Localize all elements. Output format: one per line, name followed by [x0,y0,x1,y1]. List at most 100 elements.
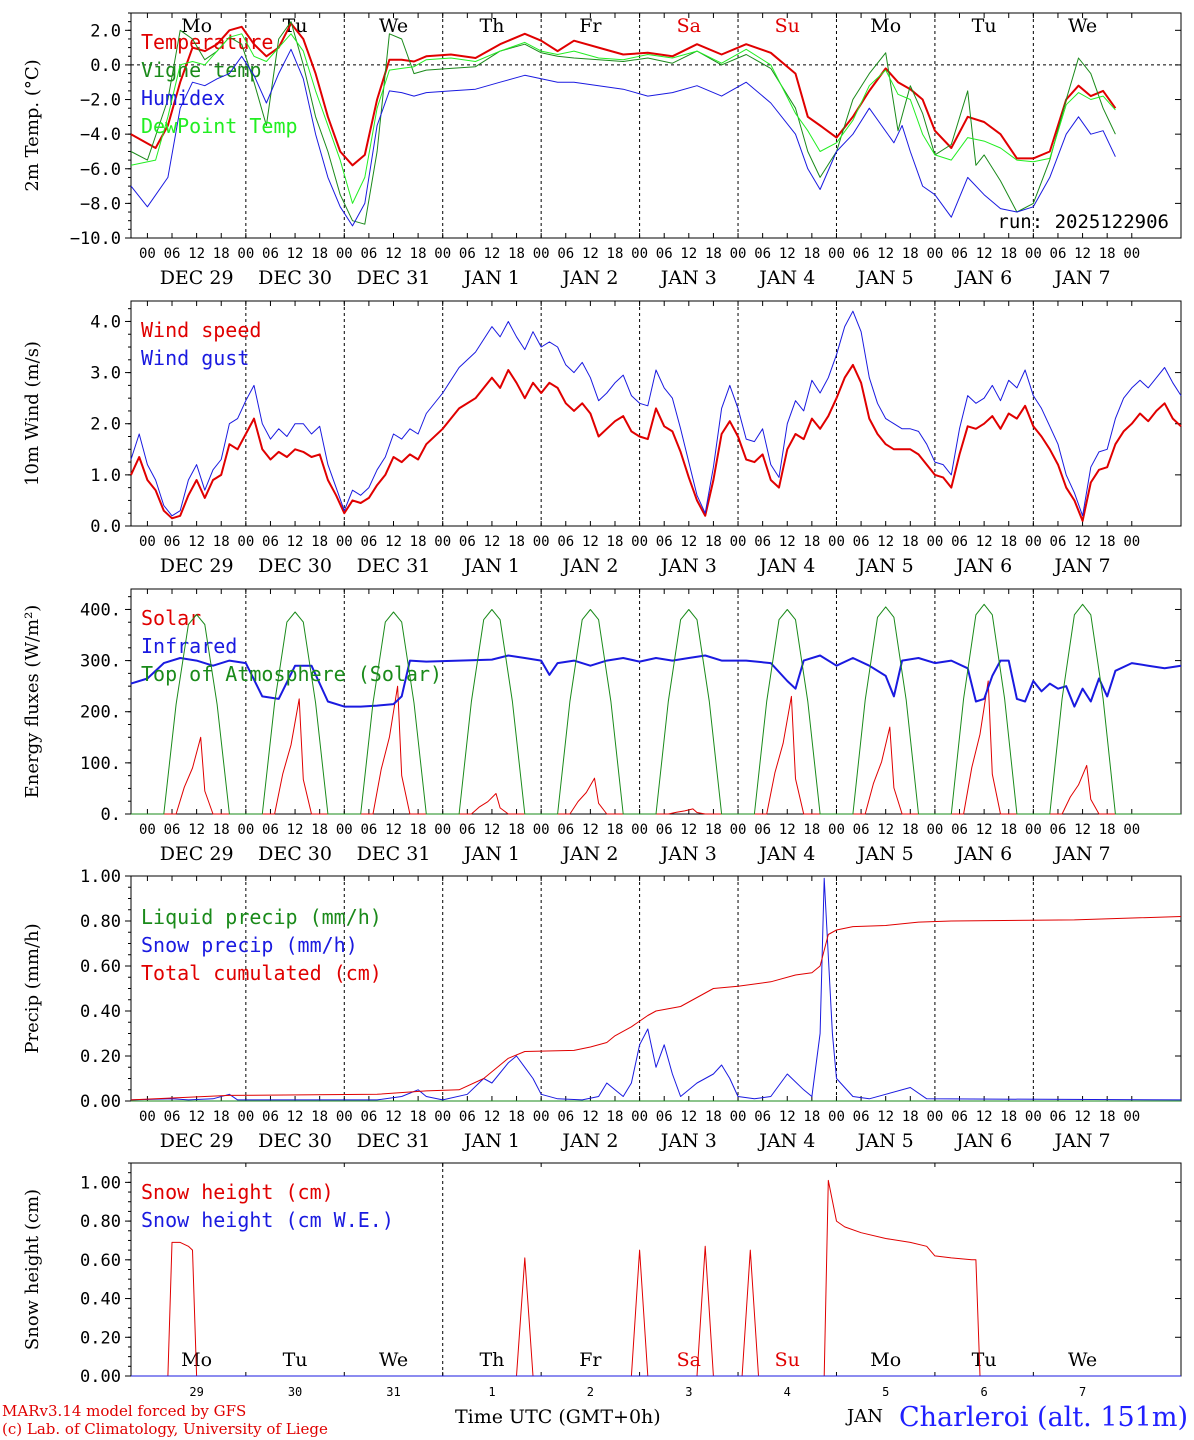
x-hour-label: 18 [803,534,820,550]
x-hour-label: 12 [779,1109,796,1125]
x-hour-label: 00 [434,246,451,262]
x-date-label: JAN 4 [757,555,815,577]
x-date-label: DEC 29 [160,267,234,289]
weekday-label: Th [479,15,504,37]
x-date-label: JAN 4 [757,1130,815,1152]
x-hour-label: 18 [607,822,624,838]
weekday-label: Mo [870,1349,901,1371]
x-day-number: 5 [882,1385,889,1399]
panel-1: 2.0 0.0 −2.0 −4.0 −6.0 −8.0 −10.0 2m Temp. (°C)… [22,12,1182,289]
legend-entry: Snow height (cm) [141,1180,334,1204]
x-hour-label: 06 [951,822,968,838]
x-hour-label: 06 [360,822,377,838]
lab-credit: (c) Lab. of Climatology, University of L… [2,1420,328,1438]
x-hour-label: 00 [139,534,156,550]
y-tick-label: 1.00 [80,867,121,887]
x-hour-label: 06 [853,534,870,550]
x-hour-label: 00 [336,1109,353,1125]
x-hour-label: 18 [213,534,230,550]
x-hour-label: 00 [1123,534,1140,550]
weekday-label: Tu [283,1349,308,1371]
x-date-label: JAN 2 [560,267,618,289]
y-axis-label: 10m Wind (m/s) [22,341,43,486]
legend-entry: Solar [141,606,201,630]
run-annotation: run: 2025122906 [997,211,1169,233]
x-hour-label: 18 [311,822,328,838]
x-hour-label: 18 [508,822,525,838]
x-hour-label: 12 [680,534,697,550]
x-hour-label: 00 [926,1109,943,1125]
x-date-label: JAN 2 [560,555,618,577]
y-tick-label: 0.60 [80,1251,121,1271]
x-date-label: JAN 1 [462,555,520,577]
x-date-label: JAN 7 [1053,555,1111,577]
x-date-label: JAN 3 [659,267,717,289]
x-day-number: 4 [784,1385,791,1399]
x-date-label: JAN 2 [560,1130,618,1152]
x-hour-label: 06 [360,1109,377,1125]
weekday-label: We [1068,1349,1097,1371]
x-hour-label: 06 [262,822,279,838]
y-tick-label: 0.60 [80,957,121,977]
x-day-number: 7 [1079,1385,1086,1399]
x-hour-label: 18 [1099,246,1116,262]
x-date-label: DEC 29 [160,843,234,865]
legend-entry: Humidex [141,86,225,110]
x-hour-label: 18 [410,534,427,550]
x-hour-label: 06 [262,1109,279,1125]
x-date-label: DEC 29 [160,555,234,577]
weekday-label: Mo [870,15,901,37]
y-axis-label: Precip (mm/h) [22,923,43,1053]
x-hour-label: 12 [188,822,205,838]
x-hour-label: 12 [385,1109,402,1125]
x-hour-label: 06 [557,246,574,262]
legend-entry: Snow precip (mm/h) [141,933,358,957]
x-hour-label: 18 [508,246,525,262]
series-line-wind-speed [130,363,1182,522]
x-date-label: JAN 4 [757,843,815,865]
y-tick-label: 4.0 [90,312,121,332]
x-hour-label: 06 [459,534,476,550]
x-hour-label: 00 [533,534,550,550]
x-hour-label: 12 [779,822,796,838]
panel-4: 1.00 0.80 0.60 0.40 0.20 0.00 Precip (mm/h) 00 0… [22,867,1182,1152]
x-hour-label: 00 [1123,822,1140,838]
x-hour-label: 06 [164,822,181,838]
x-hour-label: 00 [926,246,943,262]
x-hour-label: 00 [533,1109,550,1125]
x-hour-label: 18 [607,1109,624,1125]
series-line-humidex [130,48,1116,227]
x-hour-label: 12 [582,822,599,838]
x-hour-label: 00 [631,822,648,838]
y-tick-label: 2.0 [90,21,121,41]
x-hour-label: 06 [1050,246,1067,262]
x-day-number: 6 [981,1385,988,1399]
x-hour-label: 00 [828,534,845,550]
x-hour-label: 06 [557,534,574,550]
meteogram-panels: 2.0 0.0 −2.0 −4.0 −6.0 −8.0 −10.0 2m Temp. (°C)… [22,12,1182,1399]
x-hour-label: 12 [385,534,402,550]
x-date-label: DEC 30 [258,267,332,289]
x-date-label: JAN 4 [757,267,815,289]
x-hour-label: 06 [164,1109,181,1125]
x-hour-label: 12 [582,534,599,550]
x-hour-label: 00 [828,1109,845,1125]
x-hour-label: 18 [705,1109,722,1125]
weekday-label: Mo [181,1349,212,1371]
x-hour-label: 12 [188,534,205,550]
station-title: Charleroi (alt. 151m) [899,1402,1188,1433]
x-hour-label: 00 [434,534,451,550]
x-hour-label: 00 [336,246,353,262]
x-hour-label: 12 [680,822,697,838]
x-hour-label: 06 [656,822,673,838]
x-date-label: DEC 31 [357,555,431,577]
x-hour-label: 06 [951,534,968,550]
legend-entry: Infrared [141,634,237,658]
x-hour-label: 00 [1025,822,1042,838]
x-date-label: JAN 1 [462,843,520,865]
x-hour-label: 06 [754,1109,771,1125]
x-hour-label: 18 [213,1109,230,1125]
x-hour-label: 12 [582,246,599,262]
x-hour-label: 12 [1074,246,1091,262]
